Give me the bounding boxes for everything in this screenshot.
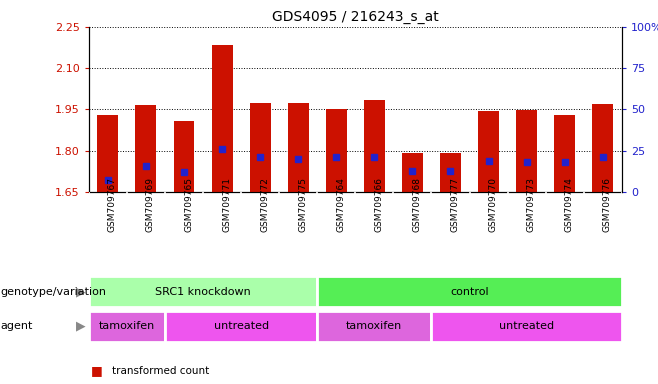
Bar — [592, 104, 613, 192]
Text: GSM709770: GSM709770 — [488, 177, 497, 232]
Text: GSM709767: GSM709767 — [108, 177, 117, 232]
Text: agent: agent — [0, 321, 32, 331]
FancyBboxPatch shape — [165, 311, 317, 342]
Bar — [249, 103, 270, 192]
Text: tamoxifen: tamoxifen — [346, 321, 403, 331]
Text: GSM709771: GSM709771 — [222, 177, 231, 232]
Bar — [212, 45, 232, 192]
Text: tamoxifen: tamoxifen — [99, 321, 155, 331]
Bar — [516, 110, 537, 192]
Text: untreated: untreated — [214, 321, 268, 331]
Bar — [326, 109, 347, 192]
Text: ■: ■ — [91, 364, 103, 377]
FancyBboxPatch shape — [89, 311, 165, 342]
Bar — [554, 116, 575, 192]
Bar — [136, 105, 157, 192]
Text: GSM709772: GSM709772 — [260, 177, 269, 232]
FancyBboxPatch shape — [317, 276, 622, 307]
Text: control: control — [450, 287, 489, 297]
Title: GDS4095 / 216243_s_at: GDS4095 / 216243_s_at — [272, 10, 439, 25]
Text: GSM709773: GSM709773 — [526, 177, 536, 232]
Bar — [478, 111, 499, 192]
Bar — [364, 100, 385, 192]
Text: GSM709769: GSM709769 — [146, 177, 155, 232]
Bar — [174, 121, 195, 192]
Bar — [288, 103, 309, 192]
Text: GSM709765: GSM709765 — [184, 177, 193, 232]
Text: SRC1 knockdown: SRC1 knockdown — [155, 287, 251, 297]
Bar — [97, 116, 118, 192]
Bar — [440, 153, 461, 192]
Text: GSM709764: GSM709764 — [336, 177, 345, 232]
Bar — [402, 153, 423, 192]
Text: GSM709775: GSM709775 — [298, 177, 307, 232]
Text: GSM709766: GSM709766 — [374, 177, 384, 232]
Text: GSM709776: GSM709776 — [603, 177, 612, 232]
FancyBboxPatch shape — [89, 276, 317, 307]
Text: GSM709774: GSM709774 — [565, 177, 574, 232]
FancyBboxPatch shape — [317, 311, 432, 342]
Text: transformed count: transformed count — [112, 366, 209, 376]
Text: ▶: ▶ — [76, 285, 86, 298]
Text: genotype/variation: genotype/variation — [0, 287, 106, 297]
Text: ▶: ▶ — [76, 320, 86, 333]
FancyBboxPatch shape — [432, 311, 622, 342]
Text: untreated: untreated — [499, 321, 554, 331]
Text: GSM709777: GSM709777 — [451, 177, 459, 232]
Text: GSM709768: GSM709768 — [413, 177, 421, 232]
